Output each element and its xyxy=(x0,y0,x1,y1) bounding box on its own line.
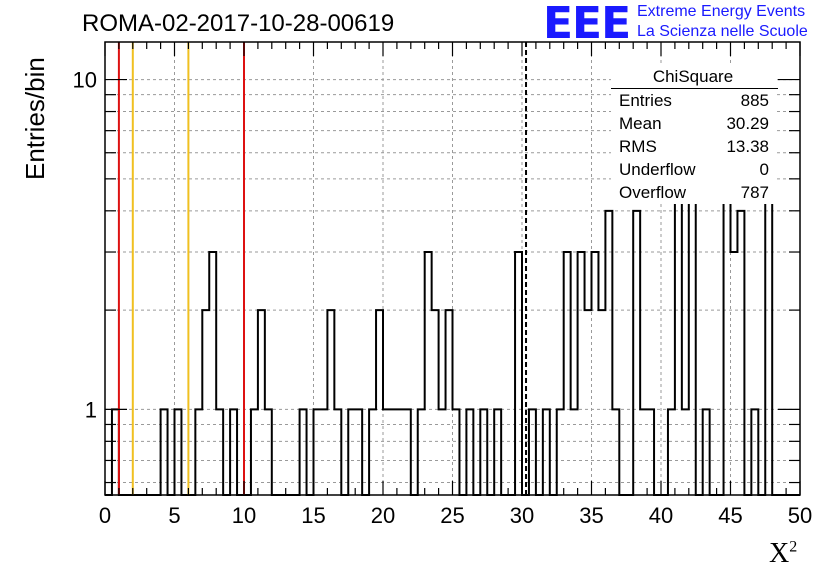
grid-lines xyxy=(105,42,800,495)
x-tick-label: 15 xyxy=(301,503,325,528)
y-tick-label: 10 xyxy=(73,68,97,93)
y-axis: 1 10 xyxy=(73,68,800,484)
x-tick-label: 5 xyxy=(168,503,180,528)
reference-lines xyxy=(117,42,528,495)
x-tick-label: 20 xyxy=(371,503,395,528)
stats-label: RMS xyxy=(619,137,657,156)
stats-row-mean: Mean 30.29 xyxy=(611,112,775,135)
stats-value: 787 xyxy=(740,183,769,202)
y-tick-label: 1 xyxy=(85,397,97,422)
logo-text-line2: La Scienza nelle Scuole xyxy=(637,23,808,40)
chart-title: ROMA-02-2017-10-28-00619 xyxy=(82,10,395,37)
x-tick-label: 25 xyxy=(440,503,464,528)
x-tick-label: 30 xyxy=(510,503,534,528)
x-tick-label: 10 xyxy=(232,503,256,528)
x-tick-label: 35 xyxy=(579,503,603,528)
stats-row-underflow: Underflow 0 xyxy=(611,158,775,181)
x-axis-label: X2 xyxy=(769,538,798,569)
stats-value: 13.38 xyxy=(726,137,769,156)
x-tick-label: 45 xyxy=(718,503,742,528)
stats-box: ChiSquare Entries 885 Mean 30.29 RMS 13.… xyxy=(611,66,778,204)
stats-label: Mean xyxy=(619,114,662,133)
stats-value: 0 xyxy=(759,160,769,179)
stats-label: Entries xyxy=(619,91,672,110)
x-axis: 0 5 10 15 20 25 30 35 40 45 50 xyxy=(99,42,812,528)
stats-label: Overflow xyxy=(619,183,687,202)
stats-row-overflow: Overflow 787 xyxy=(611,181,775,204)
stats-row-rms: RMS 13.38 xyxy=(611,135,775,158)
x-tick-label: 50 xyxy=(788,503,812,528)
logo-text-line1: Extreme Energy Events xyxy=(637,3,806,20)
x-tick-label: 0 xyxy=(99,503,111,528)
x-tick-label: 40 xyxy=(649,503,673,528)
eee-logo: EEE xyxy=(543,0,631,49)
stats-label: Underflow xyxy=(619,160,696,179)
stats-row-entries: Entries 885 xyxy=(611,89,775,112)
stats-value: 30.29 xyxy=(726,114,769,133)
stats-value: 885 xyxy=(740,91,769,110)
stats-title: ChiSquare xyxy=(652,67,734,86)
y-axis-label: Entries/bin xyxy=(20,57,50,180)
